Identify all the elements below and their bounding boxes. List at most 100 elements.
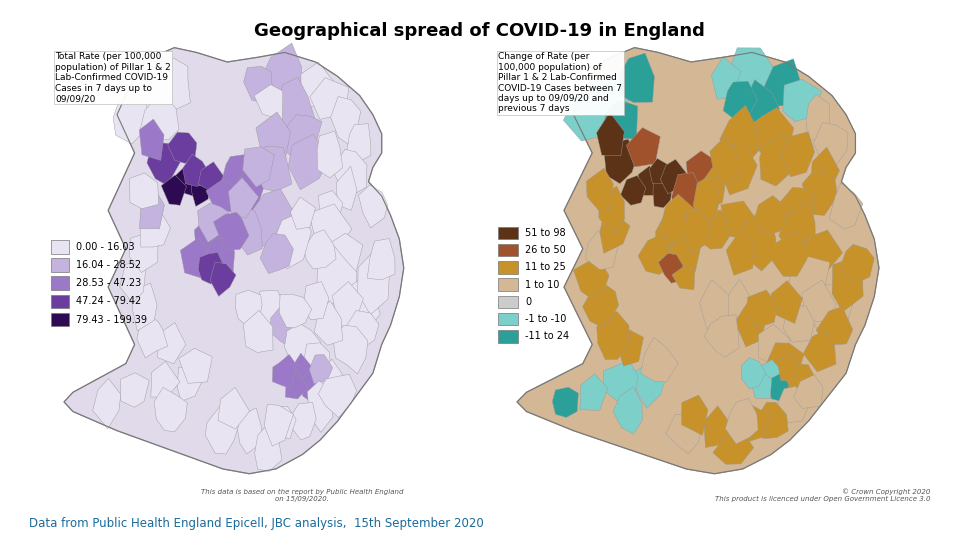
Polygon shape bbox=[781, 363, 816, 403]
Polygon shape bbox=[303, 282, 329, 320]
Polygon shape bbox=[631, 363, 665, 409]
Polygon shape bbox=[333, 282, 363, 330]
Polygon shape bbox=[309, 355, 333, 384]
Polygon shape bbox=[776, 386, 809, 423]
Polygon shape bbox=[257, 290, 284, 324]
Polygon shape bbox=[704, 315, 739, 357]
Polygon shape bbox=[725, 398, 759, 444]
Polygon shape bbox=[307, 381, 333, 432]
Bar bbox=[499, 295, 518, 308]
Polygon shape bbox=[265, 404, 293, 446]
Polygon shape bbox=[807, 283, 854, 331]
Polygon shape bbox=[238, 166, 264, 215]
Polygon shape bbox=[337, 166, 357, 211]
Polygon shape bbox=[309, 204, 352, 254]
Polygon shape bbox=[346, 311, 379, 346]
Polygon shape bbox=[793, 375, 823, 409]
Text: 47.24 - 79.42: 47.24 - 79.42 bbox=[76, 296, 141, 306]
Polygon shape bbox=[603, 359, 638, 407]
Polygon shape bbox=[129, 60, 170, 131]
Polygon shape bbox=[580, 374, 608, 411]
Polygon shape bbox=[234, 206, 263, 255]
Polygon shape bbox=[813, 122, 848, 167]
Bar bbox=[51, 276, 69, 290]
Polygon shape bbox=[235, 290, 262, 329]
Bar bbox=[499, 330, 518, 343]
Polygon shape bbox=[671, 172, 703, 215]
Polygon shape bbox=[139, 119, 164, 160]
Polygon shape bbox=[754, 195, 787, 236]
Polygon shape bbox=[735, 299, 766, 347]
Polygon shape bbox=[113, 91, 148, 144]
Polygon shape bbox=[178, 348, 212, 384]
Polygon shape bbox=[588, 72, 632, 123]
Polygon shape bbox=[804, 330, 836, 372]
Polygon shape bbox=[649, 158, 670, 183]
Polygon shape bbox=[331, 96, 361, 144]
Polygon shape bbox=[638, 234, 670, 275]
Polygon shape bbox=[218, 387, 249, 429]
Polygon shape bbox=[317, 131, 342, 178]
Polygon shape bbox=[300, 372, 323, 401]
Text: 11 to 25: 11 to 25 bbox=[526, 262, 566, 273]
Polygon shape bbox=[763, 59, 801, 106]
Bar bbox=[51, 295, 69, 308]
Polygon shape bbox=[781, 132, 814, 177]
Text: 16.04 - 28.52: 16.04 - 28.52 bbox=[76, 260, 141, 270]
Polygon shape bbox=[806, 95, 830, 140]
Polygon shape bbox=[653, 177, 672, 208]
Polygon shape bbox=[272, 354, 296, 388]
Polygon shape bbox=[310, 78, 349, 119]
Polygon shape bbox=[783, 306, 814, 342]
Polygon shape bbox=[263, 43, 302, 106]
Polygon shape bbox=[573, 259, 609, 298]
Polygon shape bbox=[256, 112, 291, 162]
Polygon shape bbox=[272, 212, 312, 269]
Bar bbox=[51, 258, 69, 271]
Polygon shape bbox=[139, 188, 164, 229]
Polygon shape bbox=[316, 359, 347, 399]
Polygon shape bbox=[620, 176, 645, 205]
Polygon shape bbox=[757, 402, 788, 438]
Polygon shape bbox=[318, 374, 357, 418]
Polygon shape bbox=[199, 162, 223, 193]
Polygon shape bbox=[195, 217, 222, 261]
Polygon shape bbox=[324, 233, 363, 276]
Polygon shape bbox=[304, 343, 331, 377]
Polygon shape bbox=[251, 146, 292, 191]
Polygon shape bbox=[605, 100, 638, 139]
Polygon shape bbox=[698, 209, 730, 249]
Polygon shape bbox=[206, 236, 235, 271]
Polygon shape bbox=[347, 123, 371, 163]
Polygon shape bbox=[802, 280, 836, 322]
Polygon shape bbox=[699, 280, 729, 329]
Polygon shape bbox=[770, 231, 807, 276]
Polygon shape bbox=[747, 290, 778, 327]
Polygon shape bbox=[599, 214, 630, 254]
Polygon shape bbox=[802, 170, 837, 215]
Polygon shape bbox=[274, 77, 316, 136]
Polygon shape bbox=[661, 159, 688, 194]
Polygon shape bbox=[199, 252, 223, 284]
Polygon shape bbox=[132, 283, 157, 331]
Polygon shape bbox=[737, 210, 776, 271]
Polygon shape bbox=[303, 230, 336, 269]
Polygon shape bbox=[177, 367, 203, 401]
Polygon shape bbox=[655, 216, 683, 265]
Polygon shape bbox=[129, 173, 158, 209]
Text: 0: 0 bbox=[526, 297, 531, 307]
Polygon shape bbox=[367, 238, 395, 280]
Polygon shape bbox=[563, 90, 607, 141]
Polygon shape bbox=[666, 414, 701, 454]
Polygon shape bbox=[273, 406, 296, 439]
Polygon shape bbox=[737, 405, 770, 443]
Polygon shape bbox=[779, 199, 815, 257]
Polygon shape bbox=[771, 281, 803, 324]
Text: This data is based on the report by Public Health England
on 15/09/2020.: This data is based on the report by Publ… bbox=[201, 490, 404, 503]
Polygon shape bbox=[292, 403, 316, 440]
Text: Change of Rate (per
100,000 population) of
Pillar 1 & 2 Lab-Confirmed
COVID-19 C: Change of Rate (per 100,000 population) … bbox=[499, 52, 622, 114]
Polygon shape bbox=[358, 250, 389, 315]
Polygon shape bbox=[317, 245, 357, 305]
Polygon shape bbox=[723, 81, 758, 120]
Polygon shape bbox=[710, 137, 738, 185]
